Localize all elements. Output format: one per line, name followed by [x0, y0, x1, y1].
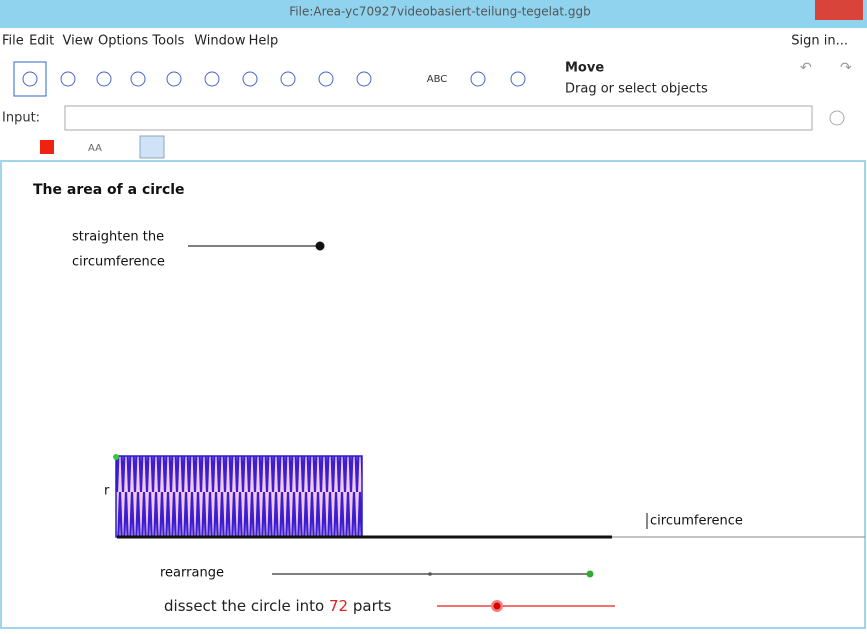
sign-in[interactable]: Sign in... [791, 34, 848, 49]
tool-button[interactable] [310, 62, 342, 96]
help-button[interactable] [830, 111, 844, 125]
tool-button[interactable] [196, 62, 228, 96]
close-button[interactable] [815, 0, 863, 20]
rearranged-sectors [116, 456, 362, 537]
menu-item[interactable]: Options [98, 34, 148, 49]
dissect-value: 72 [329, 597, 348, 615]
tool-button[interactable] [348, 62, 380, 96]
tool-button[interactable] [52, 62, 84, 96]
slider-tick [428, 572, 432, 576]
slider-handle[interactable] [316, 242, 325, 251]
slider-label: rearrange [160, 566, 224, 581]
undo[interactable]: ↶ [800, 60, 812, 76]
tool-button[interactable] [14, 62, 46, 96]
dissect-text: dissect the circle into [164, 597, 324, 615]
dissect-text: parts [353, 597, 392, 615]
tool-button[interactable] [272, 62, 304, 96]
slider-handle[interactable] [587, 571, 594, 578]
tool-name: Move [565, 61, 604, 76]
menu-item[interactable]: Tools [151, 34, 184, 49]
style-bar [0, 133, 867, 160]
minimize-button[interactable] [790, 6, 808, 14]
menu-item[interactable]: Help [249, 34, 279, 49]
graphics-title: The area of a circle [33, 182, 185, 198]
tool-button[interactable] [158, 62, 190, 96]
tool-button[interactable] [462, 62, 494, 96]
text-tool[interactable]: ABC [427, 74, 448, 85]
menu-item[interactable]: Edit [29, 34, 54, 49]
input-field[interactable] [65, 106, 812, 130]
slider-label: circumference [72, 255, 165, 270]
point[interactable] [113, 454, 119, 460]
pin-button[interactable] [140, 136, 164, 158]
slider-handle[interactable] [494, 603, 501, 610]
circumference-label: circumference [650, 514, 743, 529]
input-label: Input: [2, 111, 40, 126]
radius-label: r [104, 484, 110, 499]
tool-button[interactable] [88, 62, 120, 96]
tool-button[interactable] [502, 62, 534, 96]
app-window: File:Area-yc70927videobasiert-teilung-te… [0, 0, 867, 630]
menu-item[interactable]: File [2, 34, 24, 49]
tool-help: Drag or select objects [565, 82, 708, 97]
slider-label: straighten the [72, 230, 164, 245]
font-button[interactable]: AA [88, 143, 102, 154]
redo[interactable]: ↷ [840, 60, 852, 76]
window-title: File:Area-yc70927videobasiert-teilung-te… [289, 5, 590, 19]
menu-item[interactable]: Window [194, 34, 246, 49]
tool-button[interactable] [234, 62, 266, 96]
menu-item[interactable]: View [63, 34, 94, 49]
tool-button[interactable] [122, 62, 154, 96]
dissect-label: dissect the circle into 72 parts [164, 597, 392, 615]
color-button[interactable] [40, 140, 54, 154]
